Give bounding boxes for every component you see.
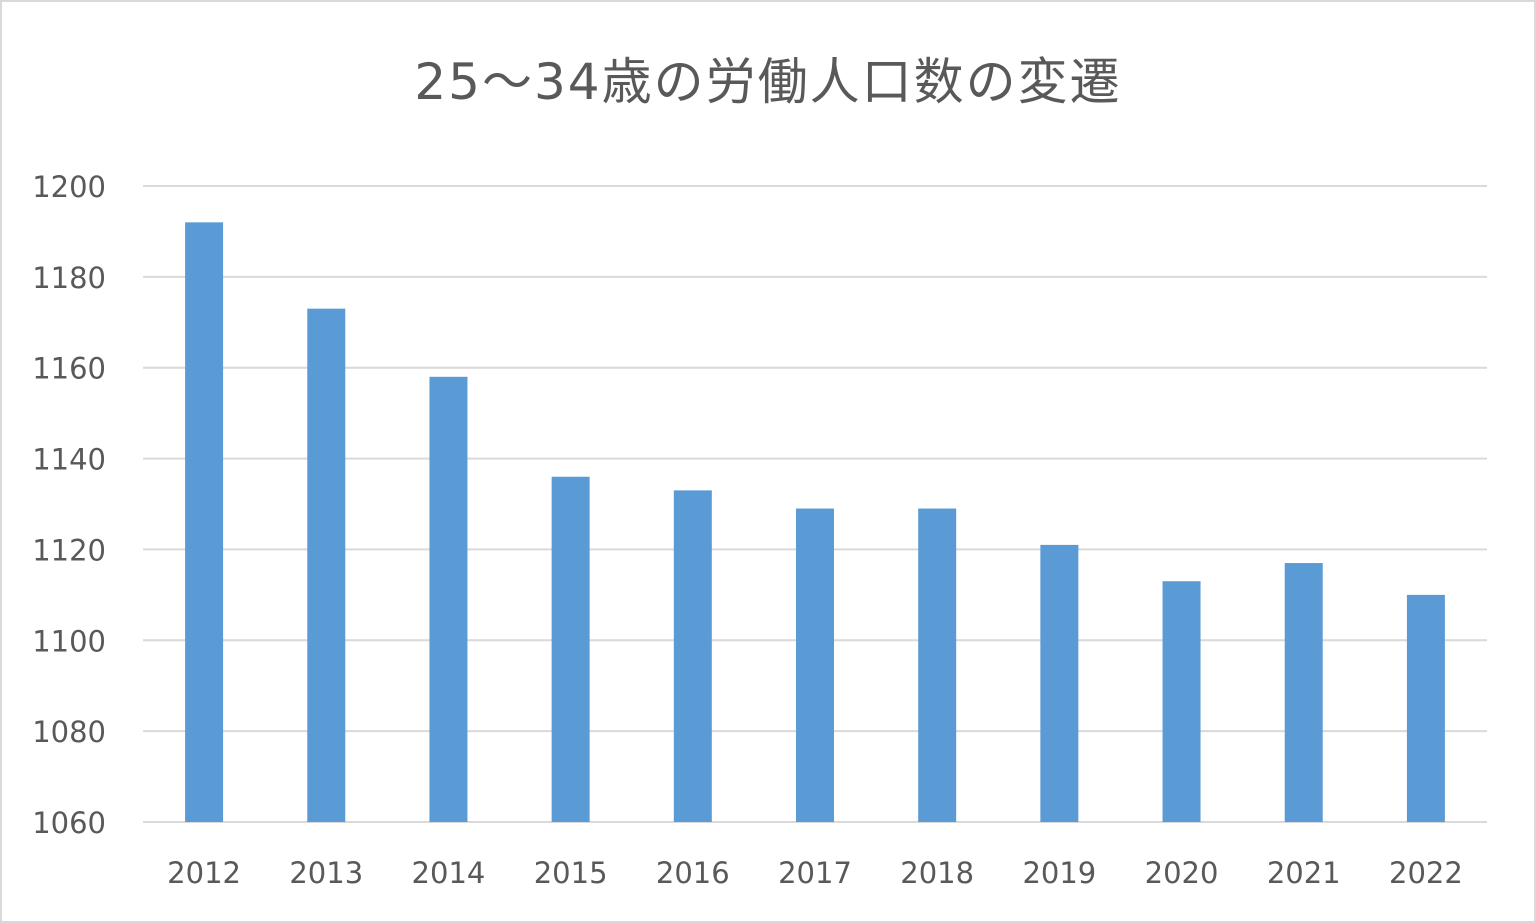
bar-2020 bbox=[1162, 581, 1201, 822]
chart-title: 25～34歳の労働人口数の変遷 bbox=[414, 53, 1122, 111]
y-tick-label: 1060 bbox=[32, 806, 106, 840]
bar-2013 bbox=[307, 308, 346, 823]
x-tick-label: 2017 bbox=[778, 856, 852, 890]
x-tick-label: 2022 bbox=[1389, 856, 1463, 890]
bar-2016 bbox=[673, 490, 712, 822]
y-tick-label: 1200 bbox=[32, 170, 106, 204]
y-tick-label: 1160 bbox=[32, 352, 106, 386]
bar-2017 bbox=[796, 508, 834, 822]
bar-2022 bbox=[1406, 594, 1445, 822]
y-tick-label: 1080 bbox=[32, 715, 106, 749]
bar-2019 bbox=[1040, 544, 1079, 822]
x-tick-label: 2018 bbox=[900, 856, 974, 890]
bar-2015 bbox=[551, 476, 590, 822]
y-tick-label: 1140 bbox=[32, 443, 106, 477]
bar-2018 bbox=[918, 508, 957, 822]
y-tick-label: 1100 bbox=[32, 624, 106, 658]
x-tick-label: 2012 bbox=[167, 856, 241, 890]
bar-2021 bbox=[1284, 563, 1323, 822]
y-tick-label: 1180 bbox=[32, 261, 106, 295]
bar-series bbox=[185, 222, 1445, 823]
bar-2014 bbox=[429, 376, 468, 822]
x-tick-label: 2021 bbox=[1267, 856, 1341, 890]
x-axis-ticks: 2012 2013 2014 2015 2016 2017 2018 2019 2020 2021… bbox=[167, 856, 1463, 890]
y-axis-ticks: 1200 1180 1160 1140 1120 1100 1080 1060 bbox=[32, 170, 106, 840]
x-tick-label: 2014 bbox=[412, 856, 486, 890]
x-tick-label: 2016 bbox=[656, 856, 730, 890]
bar-2012 bbox=[185, 222, 224, 823]
x-tick-label: 2015 bbox=[534, 856, 608, 890]
x-tick-label: 2013 bbox=[289, 856, 363, 890]
x-tick-label: 2020 bbox=[1145, 856, 1219, 890]
y-tick-label: 1120 bbox=[32, 533, 106, 567]
x-tick-label: 2019 bbox=[1022, 856, 1096, 890]
